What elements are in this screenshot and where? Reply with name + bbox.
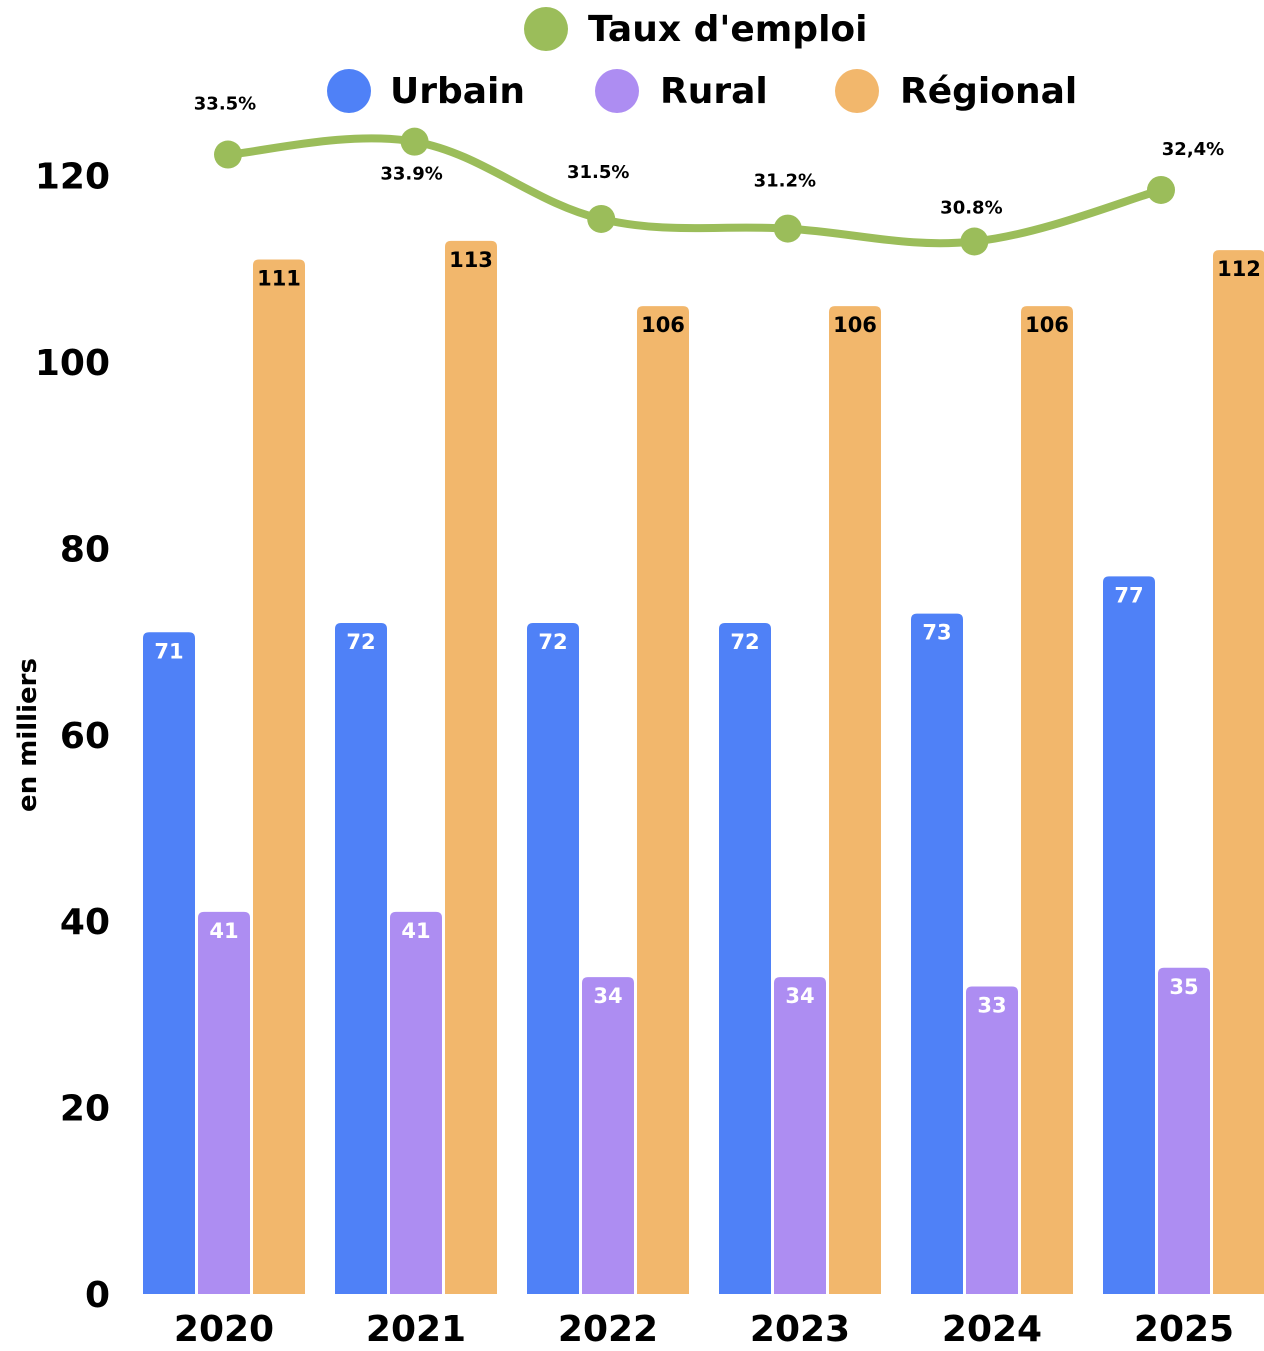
bar-urbain-2024 [911,613,963,1294]
bar-urbain-2023 [719,622,771,1294]
bar-value-label: 71 [154,639,183,663]
y-tick-label: 120 [35,157,110,198]
x-tick-label: 2020 [174,1309,274,1350]
legend-marker-régional [835,69,879,113]
bar-value-label: 72 [346,630,375,654]
legend-marker-rural [595,69,639,113]
y-tick-label: 100 [35,343,110,384]
bars: 71 41 111 72 41 113 72 34 106 72 34 106 73 33 106 77 35 1… [143,240,1264,1295]
x-tick-label: 2024 [942,1309,1042,1350]
line-point [960,227,989,256]
line-point [400,127,429,156]
bar-value-label: 33 [977,993,1006,1017]
y-tick-label: 60 [60,716,110,757]
bar-régional-2022 [637,306,689,1295]
bar-value-label: 72 [538,630,567,654]
x-tick-label: 2022 [558,1309,658,1350]
y-axis-label: en milliers [13,658,43,812]
line-point [214,140,242,169]
legend-marker-taux-emploi [524,7,568,51]
bar-value-label: 73 [922,621,951,645]
bar-rural-2024 [966,986,1018,1294]
legend: Taux d'emploi Urbain Rural Régional [327,7,1077,113]
line-point [773,214,802,243]
line-value-label: 30.8% [940,198,1002,219]
y-axis-ticks: 0 20 40 60 80 100 120 [35,157,110,1316]
bar-régional-2020 [253,259,305,1295]
bar-value-label: 106 [1025,313,1069,337]
bar-value-label: 34 [593,984,622,1008]
bar-value-label: 77 [1114,583,1143,607]
bar-régional-2024 [1021,306,1073,1295]
line-value-label: 32,4% [1162,139,1224,160]
x-tick-label: 2021 [366,1309,466,1350]
x-tick-label: 2025 [1134,1309,1234,1350]
line-value-label: 33.9% [380,164,442,185]
bar-urbain-2025 [1103,576,1155,1294]
x-axis-ticks: 2020 2021 2022 2023 2024 2025 [174,1309,1234,1350]
bar-value-label: 34 [785,984,814,1008]
bar-rural-2022 [582,977,634,1294]
y-tick-label: 0 [85,1275,110,1316]
bar-value-label: 112 [1217,257,1261,281]
legend-label: Régional [900,71,1077,112]
bar-value-label: 41 [209,919,238,943]
y-tick-label: 20 [60,1089,110,1130]
legend-marker-urbain [327,69,371,113]
bar-rural-2025 [1158,967,1210,1294]
bar-value-label: 41 [401,919,430,943]
x-tick-label: 2023 [750,1309,850,1350]
bar-régional-2023 [829,306,881,1295]
line-point [587,204,616,233]
line-value-label: 31.5% [567,162,629,183]
legend-label: Urbain [390,71,525,112]
bar-value-label: 72 [730,630,759,654]
line-taux-emploi [224,134,1165,248]
line-series: 33.5% 33.9% 31.5% 31.2% 30.8% 32,4% [194,94,1224,256]
bar-urbain-2022 [527,622,579,1294]
y-tick-label: 80 [60,529,110,570]
legend-label: Rural [660,71,768,112]
bar-rural-2021 [390,911,442,1294]
bar-régional-2021 [445,240,497,1295]
bar-urbain-2020 [143,632,195,1294]
bar-urbain-2021 [335,622,387,1294]
line-value-label: 33.5% [194,94,256,115]
bar-value-label: 111 [257,266,301,290]
legend-label: Taux d'emploi [588,9,868,50]
line-point [1147,175,1175,204]
bar-value-label: 106 [641,313,685,337]
line-value-label: 31.2% [754,171,816,192]
bar-value-label: 113 [449,248,493,272]
bar-value-label: 106 [833,313,877,337]
bar-rural-2023 [774,977,826,1294]
y-tick-label: 40 [60,902,110,943]
bar-régional-2025 [1213,250,1264,1294]
bar-rural-2020 [198,911,250,1294]
bar-value-label: 35 [1169,975,1198,999]
